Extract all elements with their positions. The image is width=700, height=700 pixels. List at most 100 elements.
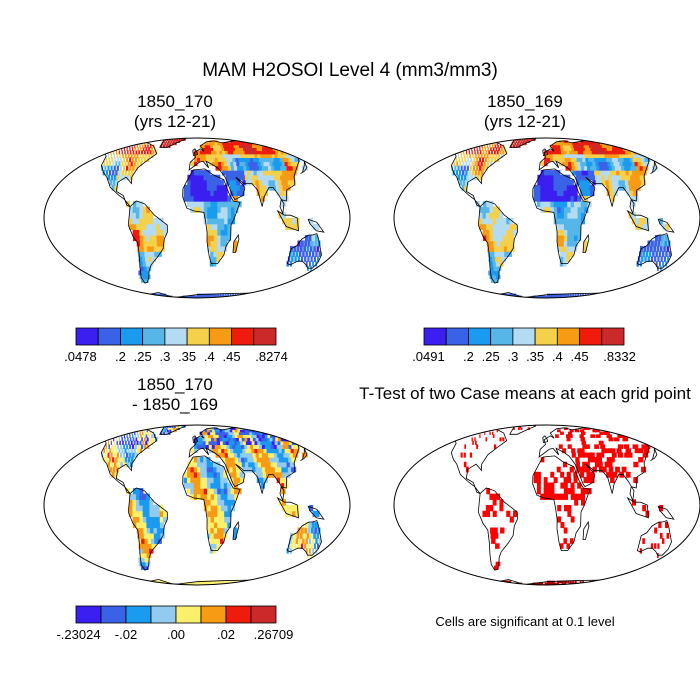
grid-cell — [611, 452, 617, 458]
grid-cell — [638, 457, 644, 463]
grid-cell — [496, 142, 498, 146]
grid-cell — [197, 457, 201, 463]
grid-cell — [315, 251, 318, 257]
grid-cell — [631, 179, 637, 186]
grid-cell — [193, 179, 198, 186]
grid-cell — [573, 144, 578, 148]
grid-cell — [492, 153, 495, 158]
grid-cell — [563, 179, 568, 186]
grid-cell — [463, 174, 467, 181]
grid-cell — [253, 457, 259, 463]
grid-cell — [280, 482, 286, 489]
grid-cell — [290, 448, 297, 454]
grid-cell — [286, 174, 292, 181]
grid-cell — [172, 427, 175, 430]
grid-cell — [543, 206, 548, 213]
grid-cell — [616, 448, 622, 454]
grid-cell — [143, 234, 148, 242]
grid-cell — [225, 170, 230, 176]
grid-cell — [144, 142, 146, 146]
grid-cell — [229, 444, 234, 449]
grid-cell — [662, 538, 665, 544]
grid-cell — [278, 170, 284, 176]
grid-cell — [554, 144, 559, 148]
grid-cell — [592, 466, 597, 473]
grid-cell — [637, 448, 644, 454]
grid-cell — [233, 240, 238, 247]
grid-cell — [257, 161, 263, 167]
grid-cell — [186, 201, 191, 208]
grid-cell — [187, 179, 192, 186]
coastline-australia — [636, 520, 672, 556]
grid-cell — [308, 521, 312, 529]
grid-cell — [247, 150, 253, 155]
grid-cell — [606, 434, 612, 438]
grid-cell — [567, 444, 572, 449]
grid-cell — [113, 437, 115, 442]
grid-cell — [602, 165, 608, 171]
grid-cell — [251, 431, 258, 435]
grid-cell — [233, 144, 239, 148]
grid-cell — [547, 201, 551, 208]
grid-cell — [553, 493, 558, 500]
grid-cell — [224, 516, 228, 523]
grid-cell — [226, 179, 231, 186]
grid-cell — [193, 195, 198, 202]
grid-cell — [157, 532, 162, 539]
grid-cell — [560, 521, 565, 529]
grid-cell — [556, 466, 561, 473]
grid-cell — [175, 140, 178, 143]
grid-cell — [136, 234, 141, 242]
grid-cell — [662, 261, 664, 267]
grid-cell — [551, 295, 555, 298]
grid-cell — [277, 452, 283, 458]
grid-cell — [605, 150, 611, 155]
grid-cell — [563, 251, 568, 257]
grid-cell — [202, 153, 207, 158]
grid-cell — [604, 153, 610, 158]
grid-cell — [570, 488, 575, 495]
grid-cell — [289, 548, 292, 554]
grid-cell — [461, 157, 463, 162]
grid-cell — [150, 245, 155, 252]
grid-cell — [220, 251, 224, 257]
grid-cell — [318, 538, 321, 544]
grid-cell — [126, 157, 129, 162]
grid-cell — [234, 165, 239, 171]
grid-cell — [153, 240, 158, 247]
grid-cell — [135, 212, 140, 219]
grid-cell — [563, 150, 568, 155]
grid-cell — [220, 234, 225, 242]
grid-cell — [220, 190, 225, 197]
grid-cell — [197, 201, 201, 208]
grid-cell — [220, 184, 225, 191]
grid-cell — [210, 240, 215, 247]
grid-cell — [193, 206, 198, 213]
grid-cell — [145, 434, 148, 438]
grid-cell — [132, 150, 135, 155]
grid-cell — [585, 461, 590, 468]
grid-cell — [251, 448, 257, 454]
grid-cell — [232, 429, 237, 433]
grid-cell — [557, 429, 561, 433]
grid-cell — [230, 477, 235, 484]
grid-cell — [139, 234, 145, 242]
grid-cell — [197, 174, 201, 181]
grid-cell — [473, 157, 476, 162]
grid-cell — [110, 461, 114, 468]
coastline-newguinea — [657, 218, 675, 233]
grid-cell — [248, 448, 254, 454]
grid-cell — [567, 223, 572, 230]
grid-cell — [568, 434, 573, 438]
grid-cell — [149, 516, 154, 523]
grid-cell — [286, 165, 292, 171]
grid-cell — [600, 150, 606, 155]
grid-cell — [532, 295, 537, 298]
grid-cell — [285, 471, 291, 478]
grid-cell — [561, 157, 566, 162]
grid-cell — [590, 165, 595, 171]
grid-cell — [233, 437, 238, 442]
grid-cell — [308, 251, 312, 257]
grid-cell — [543, 195, 548, 202]
